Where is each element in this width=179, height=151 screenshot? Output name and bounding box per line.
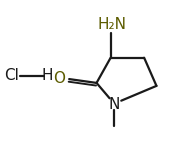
Text: Cl: Cl [4,68,18,83]
Text: H₂N: H₂N [98,17,127,32]
Text: O: O [54,71,66,86]
Text: H: H [42,68,53,83]
Text: N: N [108,97,120,112]
